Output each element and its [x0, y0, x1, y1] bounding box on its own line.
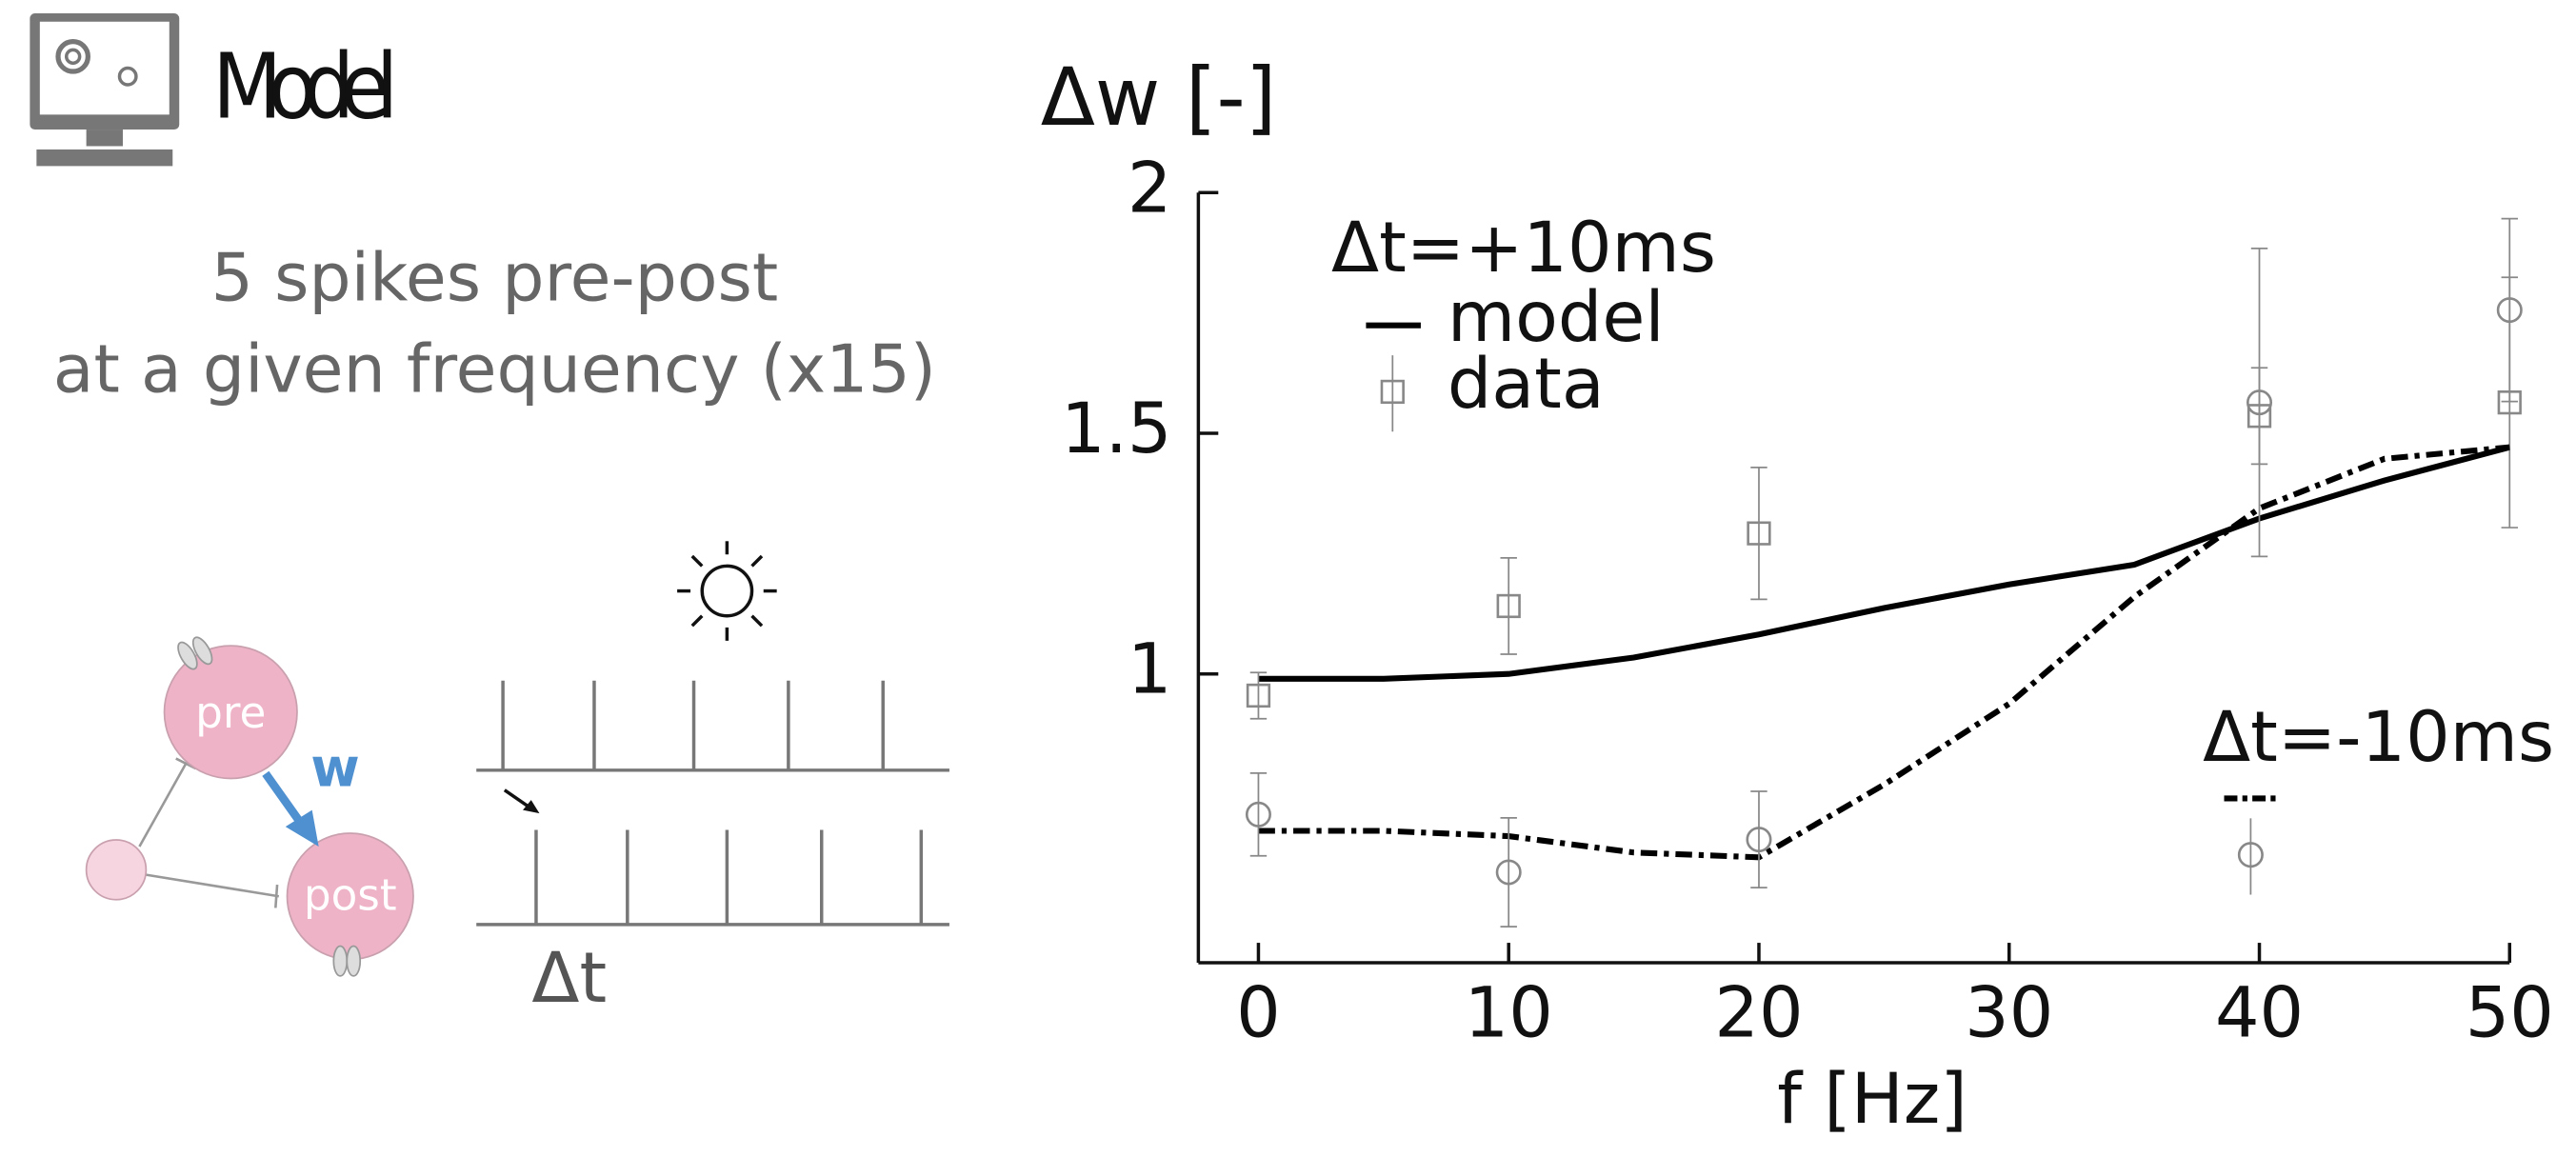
x-tick-label: 30 [1965, 973, 2053, 1054]
x-tick-label: 0 [1236, 973, 1281, 1054]
data-marker [1496, 593, 1521, 619]
y-axis-label: Δw [-] [1041, 50, 1277, 144]
network-diagram: pre post w [85, 636, 414, 977]
y-tick-label: 1.5 [1061, 389, 1171, 469]
x-tick-label: 50 [2466, 973, 2554, 1054]
x-tick-label: 20 [1714, 973, 1803, 1054]
data-marker [1246, 683, 1271, 708]
legend-title: Δt=+10ms [1331, 208, 1716, 289]
description-line: at a given frequency (x15) [53, 330, 936, 408]
legend-label: data [1448, 344, 1605, 425]
data-marker [2496, 297, 2523, 324]
data-marker [1245, 801, 1271, 828]
description-line: 5 spikes pre-post [211, 239, 779, 316]
legend-marker [2237, 842, 2264, 868]
y-tick-label: 2 [1128, 148, 1172, 229]
x-tick-label: 10 [1465, 973, 1553, 1054]
model-line [1258, 444, 2511, 682]
header-title: Model [212, 36, 398, 140]
data-marker [2247, 389, 2273, 416]
post-label: post [304, 870, 397, 921]
legend-title: Δt=-10ms [2203, 697, 2554, 778]
data-marker [1747, 521, 1771, 546]
data-marker [1746, 827, 1772, 853]
computer-icon [30, 13, 180, 167]
data-marker [1495, 859, 1522, 886]
model-line [1258, 444, 2510, 861]
legend-marker [1380, 379, 1405, 405]
legend-label: model [1448, 277, 1665, 358]
x-axis-label: f [Hz] [1777, 1059, 1967, 1140]
weight-label: w [310, 738, 360, 800]
pre-label: pre [195, 688, 266, 738]
delay-label: Δt [531, 938, 607, 1019]
x-tick-label: 40 [2215, 973, 2304, 1054]
light-icon [677, 541, 777, 641]
y-tick-label: 1 [1128, 629, 1172, 710]
spike-trains [476, 680, 949, 927]
